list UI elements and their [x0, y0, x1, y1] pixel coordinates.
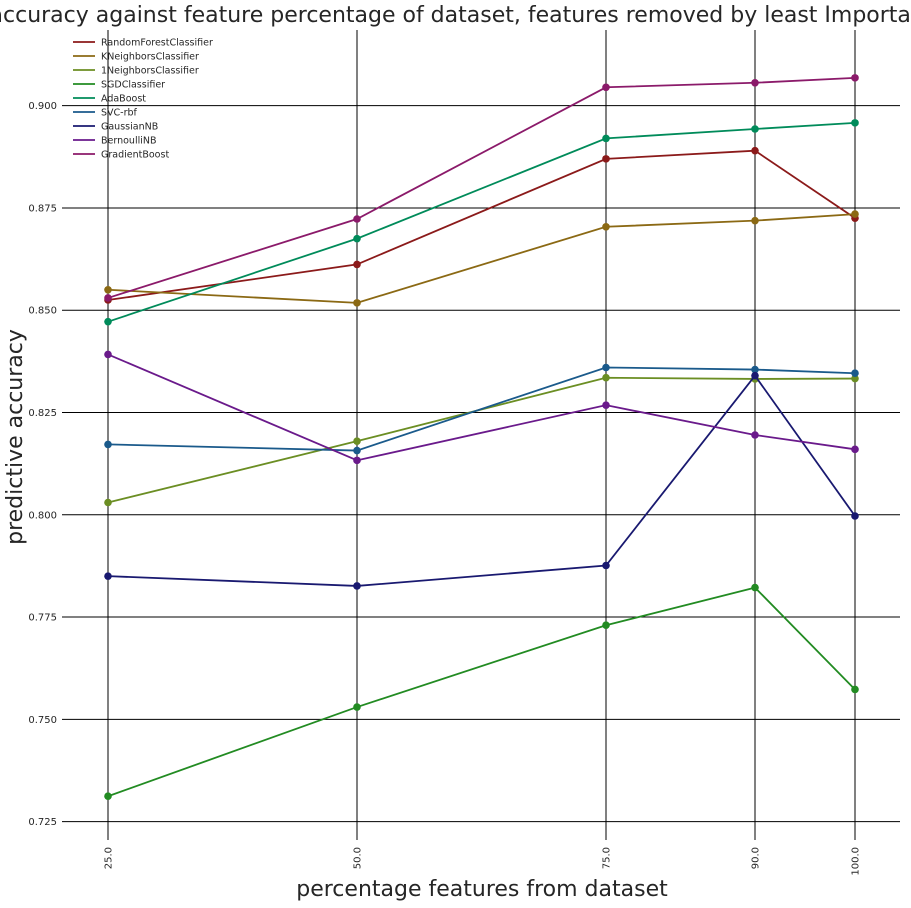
data-point [602, 401, 610, 409]
legend-entry: KNeighborsClassifier [73, 52, 199, 63]
series-line [107, 213, 856, 304]
y-tick-label: 0.875 [28, 203, 57, 214]
legend-entry: SGDClassifier [73, 80, 165, 91]
legend-label: AdaBoost [101, 94, 146, 105]
data-point [353, 582, 361, 590]
series-RandomForestClassifier [104, 146, 859, 304]
data-point [602, 621, 610, 630]
series-GaussianNB [104, 371, 859, 590]
legend-label: BernoulliNB [101, 136, 157, 147]
legend-label: KNeighborsClassifier [101, 52, 199, 63]
y-tick-label: 0.775 [28, 613, 57, 624]
data-point [602, 561, 610, 570]
data-point [353, 456, 361, 465]
chart-title: accuracy against feature percentage of d… [0, 3, 911, 28]
series-line [107, 149, 856, 301]
y-tick-label: 0.725 [28, 817, 57, 828]
legend-label: 1NeighborsClassifier [101, 66, 199, 77]
legend-entry: GaussianNB [73, 122, 158, 133]
data-point [104, 498, 112, 507]
legend-label: SVC-rbf [101, 108, 138, 119]
series-SVC-rbf [104, 363, 859, 455]
data-point [353, 215, 361, 223]
data-point [602, 155, 610, 163]
legend-entry: BernoulliNB [73, 136, 157, 147]
legend-label: RandomForestClassifier [101, 38, 213, 49]
data-point [602, 222, 610, 231]
legend-entry: 1NeighborsClassifier [73, 66, 199, 77]
y-tick-label: 0.850 [28, 306, 57, 317]
data-point [851, 74, 859, 82]
series-1NeighborsClassifier [104, 373, 859, 507]
x-tick-label: 90.0 [751, 847, 762, 869]
data-point [851, 210, 859, 218]
series-AdaBoost [104, 119, 859, 326]
data-point [851, 512, 859, 520]
series-line [107, 366, 856, 452]
y-tick-label: 0.900 [28, 101, 57, 112]
legend-entry: SVC-rbf [73, 108, 138, 119]
legend-entry: GradientBoost [73, 150, 169, 161]
legend-label: GradientBoost [101, 150, 169, 161]
data-point [602, 83, 610, 92]
series-KNeighborsClassifier [104, 210, 859, 307]
series-line [107, 374, 856, 587]
y-tick-label: 0.750 [28, 715, 57, 726]
data-point [353, 437, 361, 445]
series-lines [104, 74, 859, 801]
data-point [751, 583, 759, 592]
y-axis-label: predictive accuracy [3, 329, 28, 545]
data-point [353, 446, 361, 455]
series-line [107, 376, 856, 504]
tick-labels: 0.725 0.750 0.775 0.800 0.825 0.850 0.875 0.900… [28, 101, 861, 875]
data-point [353, 260, 361, 269]
data-point [104, 350, 112, 359]
data-point [751, 216, 759, 225]
data-point [602, 363, 610, 372]
data-point [751, 146, 759, 155]
series-line [107, 586, 856, 798]
legend-label: SGDClassifier [101, 80, 165, 91]
legend-entry: AdaBoost [73, 94, 146, 105]
series-GradientBoost [104, 74, 859, 302]
series-SGDClassifier [104, 583, 859, 801]
x-axis-label: percentage features from dataset [296, 877, 668, 902]
data-point [104, 572, 112, 580]
data-point [104, 440, 112, 449]
data-point [104, 294, 112, 302]
data-point [353, 703, 361, 711]
data-point [851, 119, 859, 127]
y-tick-label: 0.800 [28, 510, 57, 521]
data-point [751, 431, 759, 439]
data-point [751, 78, 759, 87]
data-point [851, 369, 859, 378]
x-tick-label: 25.0 [104, 847, 115, 869]
data-point [104, 792, 112, 801]
data-point [851, 374, 859, 383]
data-point [751, 365, 759, 374]
data-point [353, 299, 361, 307]
data-point [602, 134, 610, 143]
data-point [851, 685, 859, 694]
series-BernoulliNB [104, 350, 859, 465]
series-line [107, 353, 856, 462]
legend-label: GaussianNB [101, 122, 158, 133]
data-point [602, 373, 610, 382]
x-tick-label: 75.0 [602, 847, 613, 869]
legend-entry: RandomForestClassifier [73, 38, 213, 49]
x-tick-label: 50.0 [353, 847, 364, 869]
data-point [751, 371, 759, 380]
data-point [353, 234, 361, 243]
x-tick-label: 100.0 [851, 847, 862, 876]
gridlines [62, 30, 900, 840]
data-point [104, 317, 112, 326]
data-point [104, 285, 112, 294]
data-point [751, 125, 759, 133]
y-tick-label: 0.825 [28, 408, 57, 419]
legend: RandomForestClassifier KNeighborsClassifi… [73, 38, 213, 161]
data-point [851, 445, 859, 454]
